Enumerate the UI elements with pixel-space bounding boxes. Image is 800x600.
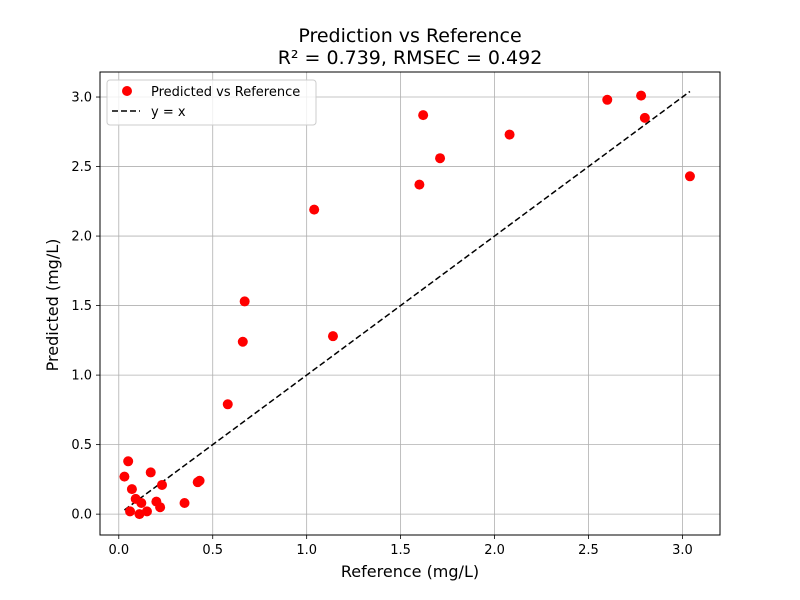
x-tick-label: 0.5 (202, 543, 223, 558)
y-axis-label: Predicted (mg/L) (43, 239, 62, 372)
data-point (157, 479, 167, 490)
y-tick-label: 0.0 (71, 508, 92, 523)
y-axis-ticks: 0.0 0.5 1.0 1.5 2.0 2.5 3.0 (71, 91, 100, 523)
y-tick-label: 1.0 (71, 369, 92, 384)
data-point (134, 509, 145, 520)
y-tick-label: 2.5 (71, 160, 92, 175)
data-point (602, 94, 613, 105)
data-points (119, 90, 695, 520)
data-point (414, 179, 425, 190)
x-tick-label: 3.0 (672, 543, 693, 558)
data-point (123, 456, 134, 467)
data-point (636, 90, 647, 101)
chart-subtitle: R² = 0.739, RMSEC = 0.492 (278, 47, 543, 69)
x-axis-ticks: 0.0 0.5 1.0 1.5 2.0 2.5 3.0 (108, 535, 693, 558)
data-point (418, 110, 429, 121)
identity-line (123, 90, 691, 511)
legend-label-line: y = x (151, 105, 186, 120)
data-point (222, 399, 233, 410)
chart-title: Prediction vs Reference (298, 25, 521, 47)
data-point (194, 475, 205, 486)
data-point (155, 502, 166, 513)
legend-marker-scatter (122, 86, 132, 96)
data-point (125, 506, 136, 517)
data-point (327, 331, 338, 342)
x-tick-label: 1.5 (390, 543, 411, 558)
legend-label-scatter: Predicted vs Reference (151, 85, 300, 100)
legend: Predicted vs Reference y = x (106, 79, 317, 126)
legend-box (106, 79, 317, 126)
data-point (119, 471, 130, 482)
data-point (504, 129, 515, 140)
data-point (179, 498, 190, 509)
data-point (126, 484, 137, 495)
data-point (639, 112, 650, 123)
data-point (684, 171, 695, 182)
x-tick-label: 2.0 (484, 543, 505, 558)
data-point (145, 467, 156, 478)
plot-frame (99, 71, 721, 536)
data-point (237, 336, 248, 347)
y-tick-label: 3.0 (71, 91, 92, 106)
data-point (239, 296, 250, 307)
data-point (141, 506, 152, 517)
data-point (435, 153, 446, 164)
grid-lines (100, 72, 720, 535)
x-tick-label: 2.5 (578, 543, 599, 558)
x-tick-label: 0.0 (108, 543, 129, 558)
data-point (136, 498, 147, 509)
y-tick-label: 0.5 (71, 438, 92, 453)
x-axis-label: Reference (mg/L) (341, 562, 479, 581)
y-tick-label: 2.0 (71, 230, 92, 245)
y-equals-x-line (123, 90, 691, 511)
y-tick-label: 1.5 (71, 299, 92, 314)
x-tick-label: 1.0 (296, 543, 317, 558)
data-point (309, 204, 320, 215)
